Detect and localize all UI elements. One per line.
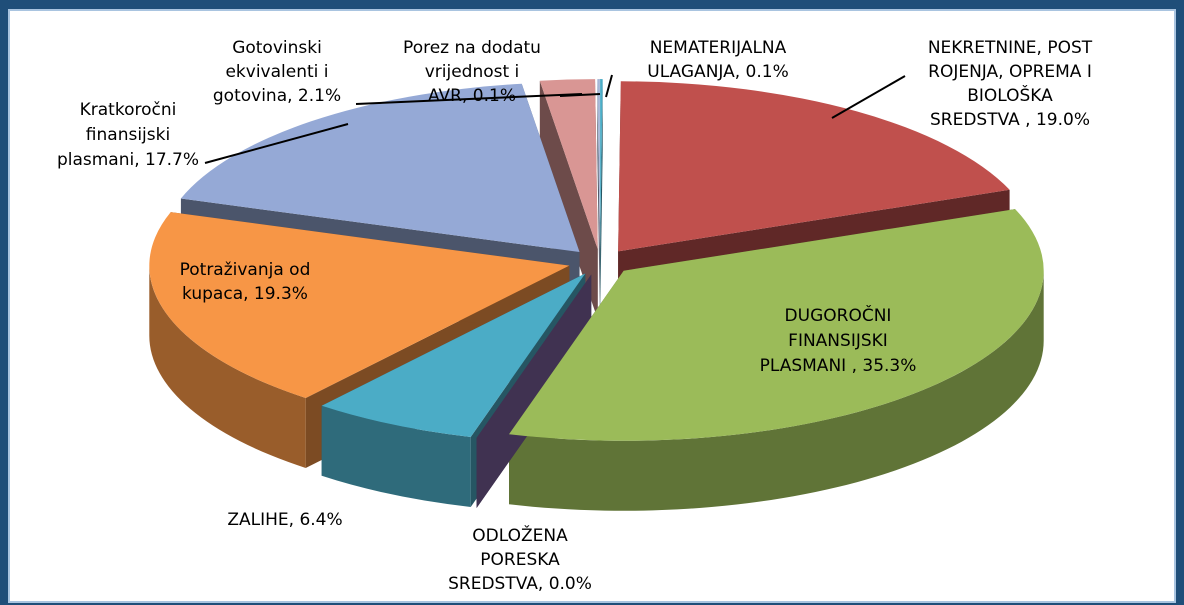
data-label: ekvivalenti i (225, 62, 328, 82)
slice-side (539, 80, 598, 320)
data-label: ULAGANJA, 0.1% (647, 62, 789, 82)
slice (539, 79, 598, 250)
data-label: gotovina, 2.1% (213, 86, 341, 106)
leader-line (605, 74, 613, 98)
data-label: BIOLOŠKA (967, 84, 1053, 106)
slice-side (476, 274, 592, 508)
data-label: PLASMANI , 35.3% (760, 356, 917, 376)
data-label: SREDSTVA, 0.0% (448, 574, 592, 594)
data-label: PORESKA (480, 550, 560, 570)
data-label: Porez na dodatu (403, 38, 541, 58)
data-label: ODLOŽENA (472, 524, 568, 546)
slice (597, 79, 600, 250)
slice (180, 83, 580, 253)
leader-line (355, 93, 583, 105)
data-label: kupaca, 19.3% (182, 284, 308, 304)
labels: NEMATERIJALNA ULAGANJA, 0.1% NEKRETNINE, P… (57, 38, 1093, 594)
slice (509, 209, 1044, 441)
leader-line (204, 123, 349, 164)
data-label: AVR, 0.1% (428, 86, 516, 106)
slice (321, 273, 586, 437)
slice-edge (321, 405, 471, 507)
leader-line (559, 93, 601, 97)
slice-edge (509, 270, 1044, 511)
leader-line (831, 75, 906, 119)
data-label: plasmani, 17.7% (57, 150, 199, 170)
data-label: ZALIHE, 6.4% (227, 510, 342, 530)
slice (600, 79, 603, 250)
data-label: vrijednost i (425, 62, 520, 82)
data-label: ROJENJA, OPREMA I (928, 62, 1092, 82)
data-label: NEMATERIJALNA (650, 38, 787, 58)
data-label: Kratkoročni (80, 100, 177, 120)
pie-tops (149, 79, 1044, 441)
data-label: Potraživanja od (180, 260, 311, 280)
slice (618, 81, 1010, 252)
data-label: DUGOROČNI (785, 304, 892, 326)
data-label: NEKRETNINE, POST (928, 38, 1093, 58)
slice-side (600, 79, 603, 320)
slice-side (597, 79, 600, 320)
data-label: Gotovinski (232, 38, 322, 58)
data-label: SREDSTVA , 19.0% (930, 110, 1090, 130)
data-label: finansijski (86, 125, 170, 145)
slice-edge (149, 265, 306, 468)
slice (149, 212, 570, 398)
data-label: FINANSIJSKI (788, 331, 888, 351)
